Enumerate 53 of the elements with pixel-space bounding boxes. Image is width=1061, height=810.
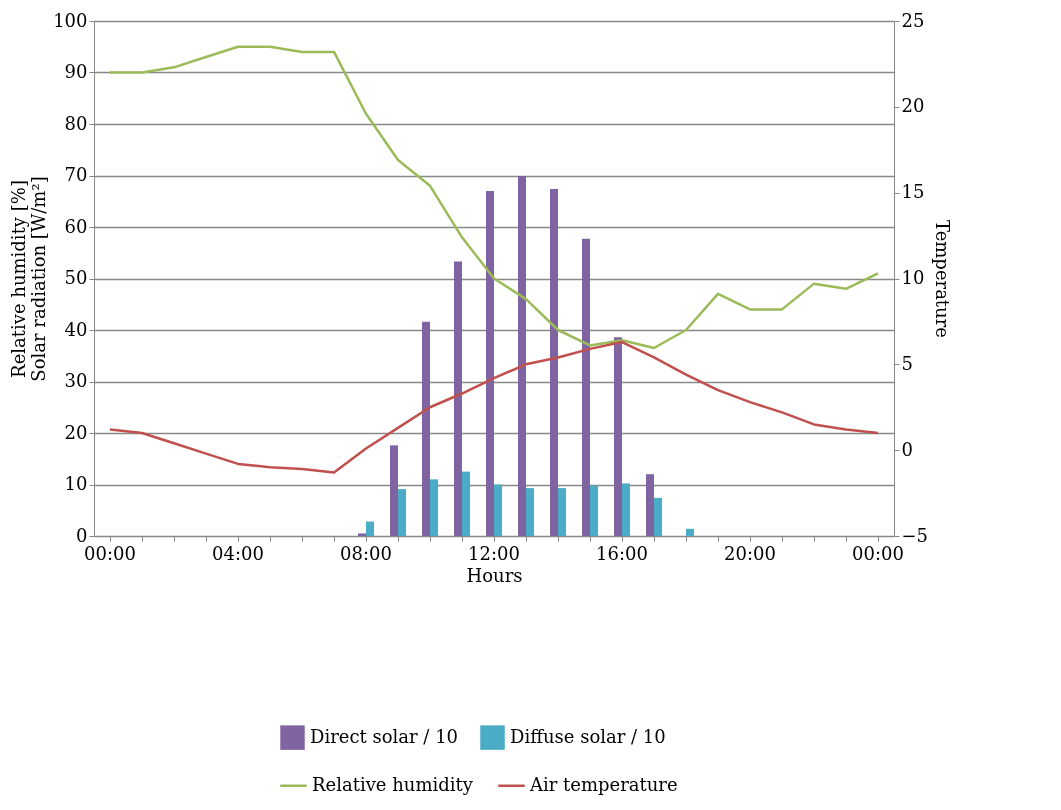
x-tick-label: 12:00: [468, 542, 520, 564]
y-tick-label: 70: [64, 164, 88, 185]
y2-axis-title: Temperature: [932, 220, 954, 338]
y2-tick-label: 25: [901, 9, 925, 31]
legend-label: Relative humidity: [312, 773, 474, 795]
bar: [614, 337, 622, 536]
bar: [526, 488, 534, 536]
bar: [390, 445, 398, 536]
bar: [582, 238, 590, 536]
bar: [646, 474, 654, 536]
bar: [422, 321, 430, 536]
bar: [686, 528, 694, 536]
bar: [558, 488, 566, 536]
x-tick-label: 16:00: [596, 542, 648, 564]
legend-label: Diffuse solar / 10: [510, 725, 666, 747]
bar: [398, 489, 406, 536]
bar: [462, 471, 470, 536]
y2-tick-label: 20: [901, 95, 925, 117]
y-axis-title: Relative humidity [%] Solar radiation [W/m²]: [8, 176, 50, 382]
bar: [430, 479, 438, 536]
y2-tick-label: 0: [901, 438, 913, 460]
y2-tick-label: −5: [901, 524, 929, 546]
y2-tick-label: 5: [901, 352, 913, 374]
y2-tick-label: 10: [901, 267, 925, 288]
x-tick-label: 08:00: [340, 542, 392, 564]
y-tick-label: 60: [64, 215, 88, 237]
legend-label: Direct solar / 10: [310, 725, 459, 747]
y-tick-label: 10: [64, 473, 88, 494]
x-tick-label: 04:00: [212, 542, 264, 564]
y-tick-label: 50: [64, 267, 88, 288]
y-tick-label: 30: [64, 370, 88, 391]
bar: [366, 521, 374, 536]
y-tick-label: 100: [53, 9, 88, 31]
bar: [486, 190, 494, 536]
bar: [358, 533, 366, 536]
bar: [494, 484, 502, 536]
bar: [550, 188, 558, 536]
line-series: [108, 340, 880, 474]
bar: [518, 176, 526, 536]
bar: [654, 497, 662, 536]
legend-label: Air temperature: [529, 773, 678, 795]
x-tick-label: 00:00: [852, 542, 904, 564]
y-tick-label: 20: [64, 421, 88, 443]
line-series: [108, 45, 880, 350]
y-tick-label: 80: [64, 112, 88, 134]
x-tick-label: 20:00: [724, 542, 776, 564]
y-tick-label: 40: [64, 318, 88, 340]
bar: [622, 483, 630, 536]
bar: [454, 261, 462, 536]
y-tick-label: 90: [64, 61, 88, 82]
bar: [590, 485, 598, 536]
x-axis-title: Hours: [466, 564, 523, 586]
y2-tick-label: 15: [901, 181, 925, 203]
